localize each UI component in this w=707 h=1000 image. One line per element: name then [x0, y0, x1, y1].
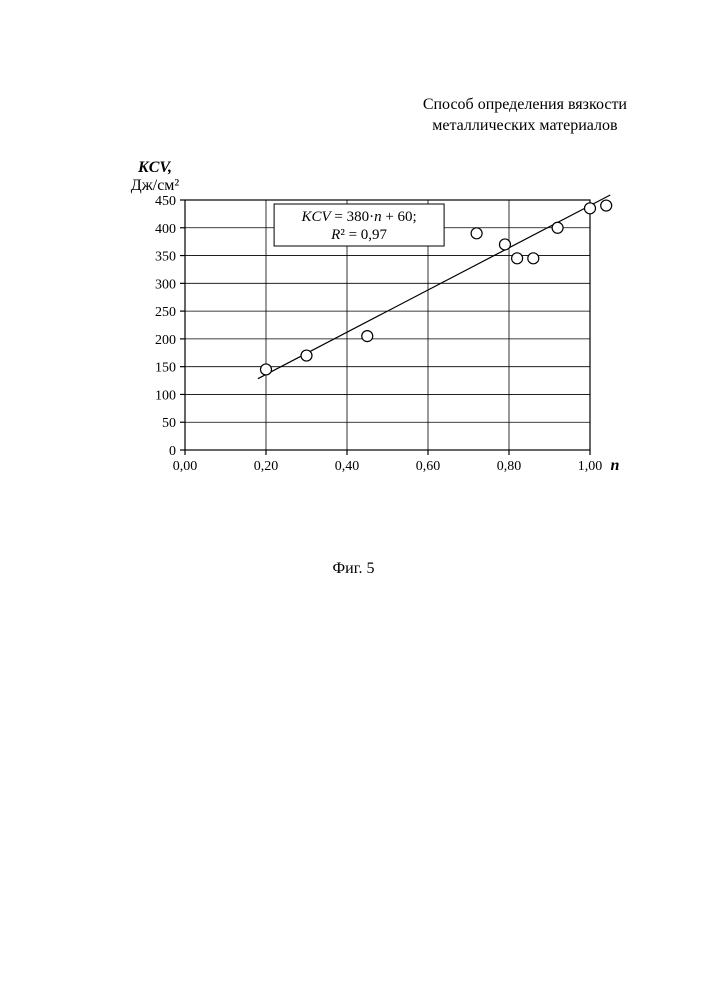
document-title: Способ определения вязкости металлически… [423, 95, 627, 137]
svg-text:350: 350 [155, 250, 176, 265]
svg-text:100: 100 [155, 388, 176, 403]
svg-text:1,00: 1,00 [578, 459, 603, 474]
chart-svg: 0,00 0,20 0,40 0,60 0,80 1,00 0 50 100 150 200 250 3… [70, 150, 630, 500]
chart: 0,00 0,20 0,40 0,60 0,80 1,00 0 50 100 150 200 250 3… [70, 150, 630, 500]
svg-text:250: 250 [155, 305, 176, 320]
page: Способ определения вязкости металлически… [0, 0, 707, 1000]
svg-text:400: 400 [155, 222, 176, 237]
svg-text:50: 50 [162, 416, 176, 431]
svg-text:0,00: 0,00 [173, 459, 198, 474]
svg-text:0,80: 0,80 [497, 459, 522, 474]
svg-text:450: 450 [155, 194, 176, 209]
svg-text:150: 150 [155, 361, 176, 376]
svg-text:200: 200 [155, 333, 176, 348]
figure-caption: Фиг. 5 [0, 560, 707, 578]
svg-text:0,20: 0,20 [254, 459, 279, 474]
svg-text:0,40: 0,40 [335, 459, 360, 474]
svg-text:0: 0 [169, 444, 176, 459]
svg-text:300: 300 [155, 277, 176, 292]
svg-text:n: n [611, 457, 620, 474]
svg-text:0,60: 0,60 [416, 459, 441, 474]
